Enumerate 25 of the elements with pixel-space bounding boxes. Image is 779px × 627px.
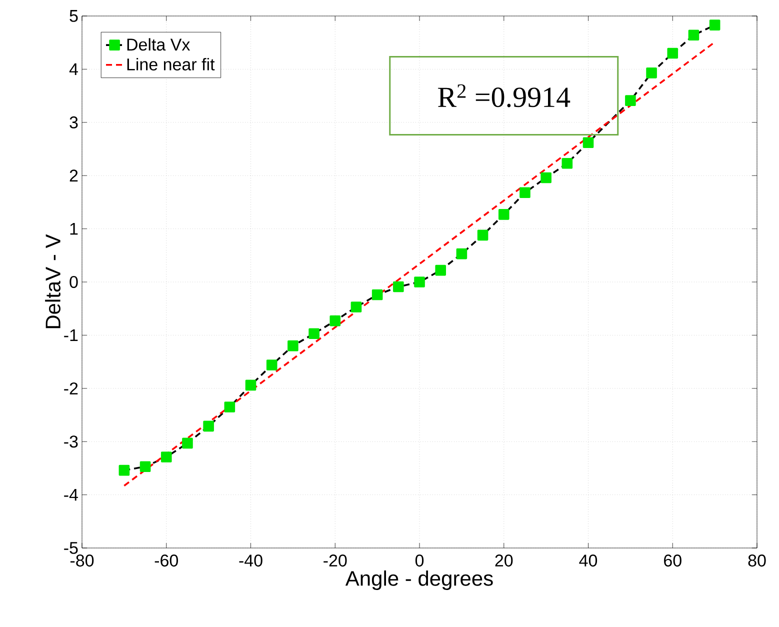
y-tick-label: -2: [64, 382, 78, 394]
y-tick-label: 5: [70, 10, 78, 22]
y-tick-label: 2: [70, 170, 78, 182]
y-tick-label: -5: [64, 542, 78, 554]
legend-label: Delta Vx: [127, 38, 190, 51]
x-tick-label: -60: [154, 554, 178, 567]
x-tick-label: 60: [664, 554, 682, 567]
x-axis-title: Angle - degrees: [345, 570, 493, 590]
x-tick-label: -40: [239, 554, 262, 567]
y-axis-title: DeltaV - V: [45, 234, 60, 328]
y-tick-label: -1: [64, 329, 78, 342]
y-tick-label: 0: [70, 276, 78, 288]
y-tick-label: 4: [69, 63, 78, 76]
y-tick-label: 1: [70, 222, 78, 235]
annotation: R$^{2}$ =0.9914: [438, 84, 570, 108]
legend-label: Line near fit: [127, 58, 215, 70]
y-tick-label: 3: [70, 116, 78, 128]
x-tick-label: -20: [324, 554, 347, 567]
x-tick-label: 80: [748, 554, 766, 567]
x-tick-label: 40: [579, 554, 598, 567]
y-tick-label: -4: [64, 488, 78, 501]
x-tick-label: 20: [495, 554, 513, 567]
x-tick-label: 0: [415, 554, 424, 567]
y-tick-label: -3: [64, 436, 78, 448]
x-tick-label: -80: [70, 554, 94, 567]
